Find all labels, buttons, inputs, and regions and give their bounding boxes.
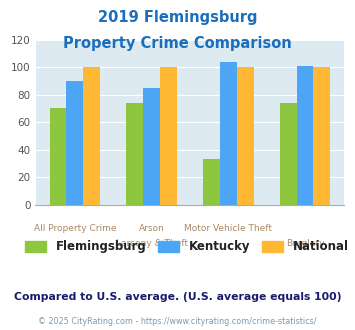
Bar — [296, 66, 313, 205]
Text: Arson: Arson — [139, 224, 164, 233]
Bar — [143, 88, 160, 205]
Bar — [126, 103, 143, 205]
Bar — [160, 67, 177, 205]
Bar — [50, 108, 66, 205]
Text: Motor Vehicle Theft: Motor Vehicle Theft — [184, 224, 272, 233]
Bar — [83, 67, 100, 205]
Text: © 2025 CityRating.com - https://www.cityrating.com/crime-statistics/: © 2025 CityRating.com - https://www.city… — [38, 317, 317, 326]
Bar — [313, 67, 330, 205]
Bar — [280, 103, 296, 205]
Text: Compared to U.S. average. (U.S. average equals 100): Compared to U.S. average. (U.S. average … — [14, 292, 341, 302]
Bar — [237, 67, 253, 205]
Text: All Property Crime: All Property Crime — [34, 224, 116, 233]
Legend: Flemingsburg, Kentucky, National: Flemingsburg, Kentucky, National — [20, 236, 354, 258]
Bar — [203, 159, 220, 205]
Bar — [220, 62, 237, 205]
Text: Burglary: Burglary — [286, 239, 324, 248]
Text: 2019 Flemingsburg: 2019 Flemingsburg — [98, 10, 257, 25]
Text: Property Crime Comparison: Property Crime Comparison — [63, 36, 292, 51]
Bar — [66, 81, 83, 205]
Text: Larceny & Theft: Larceny & Theft — [115, 239, 188, 248]
